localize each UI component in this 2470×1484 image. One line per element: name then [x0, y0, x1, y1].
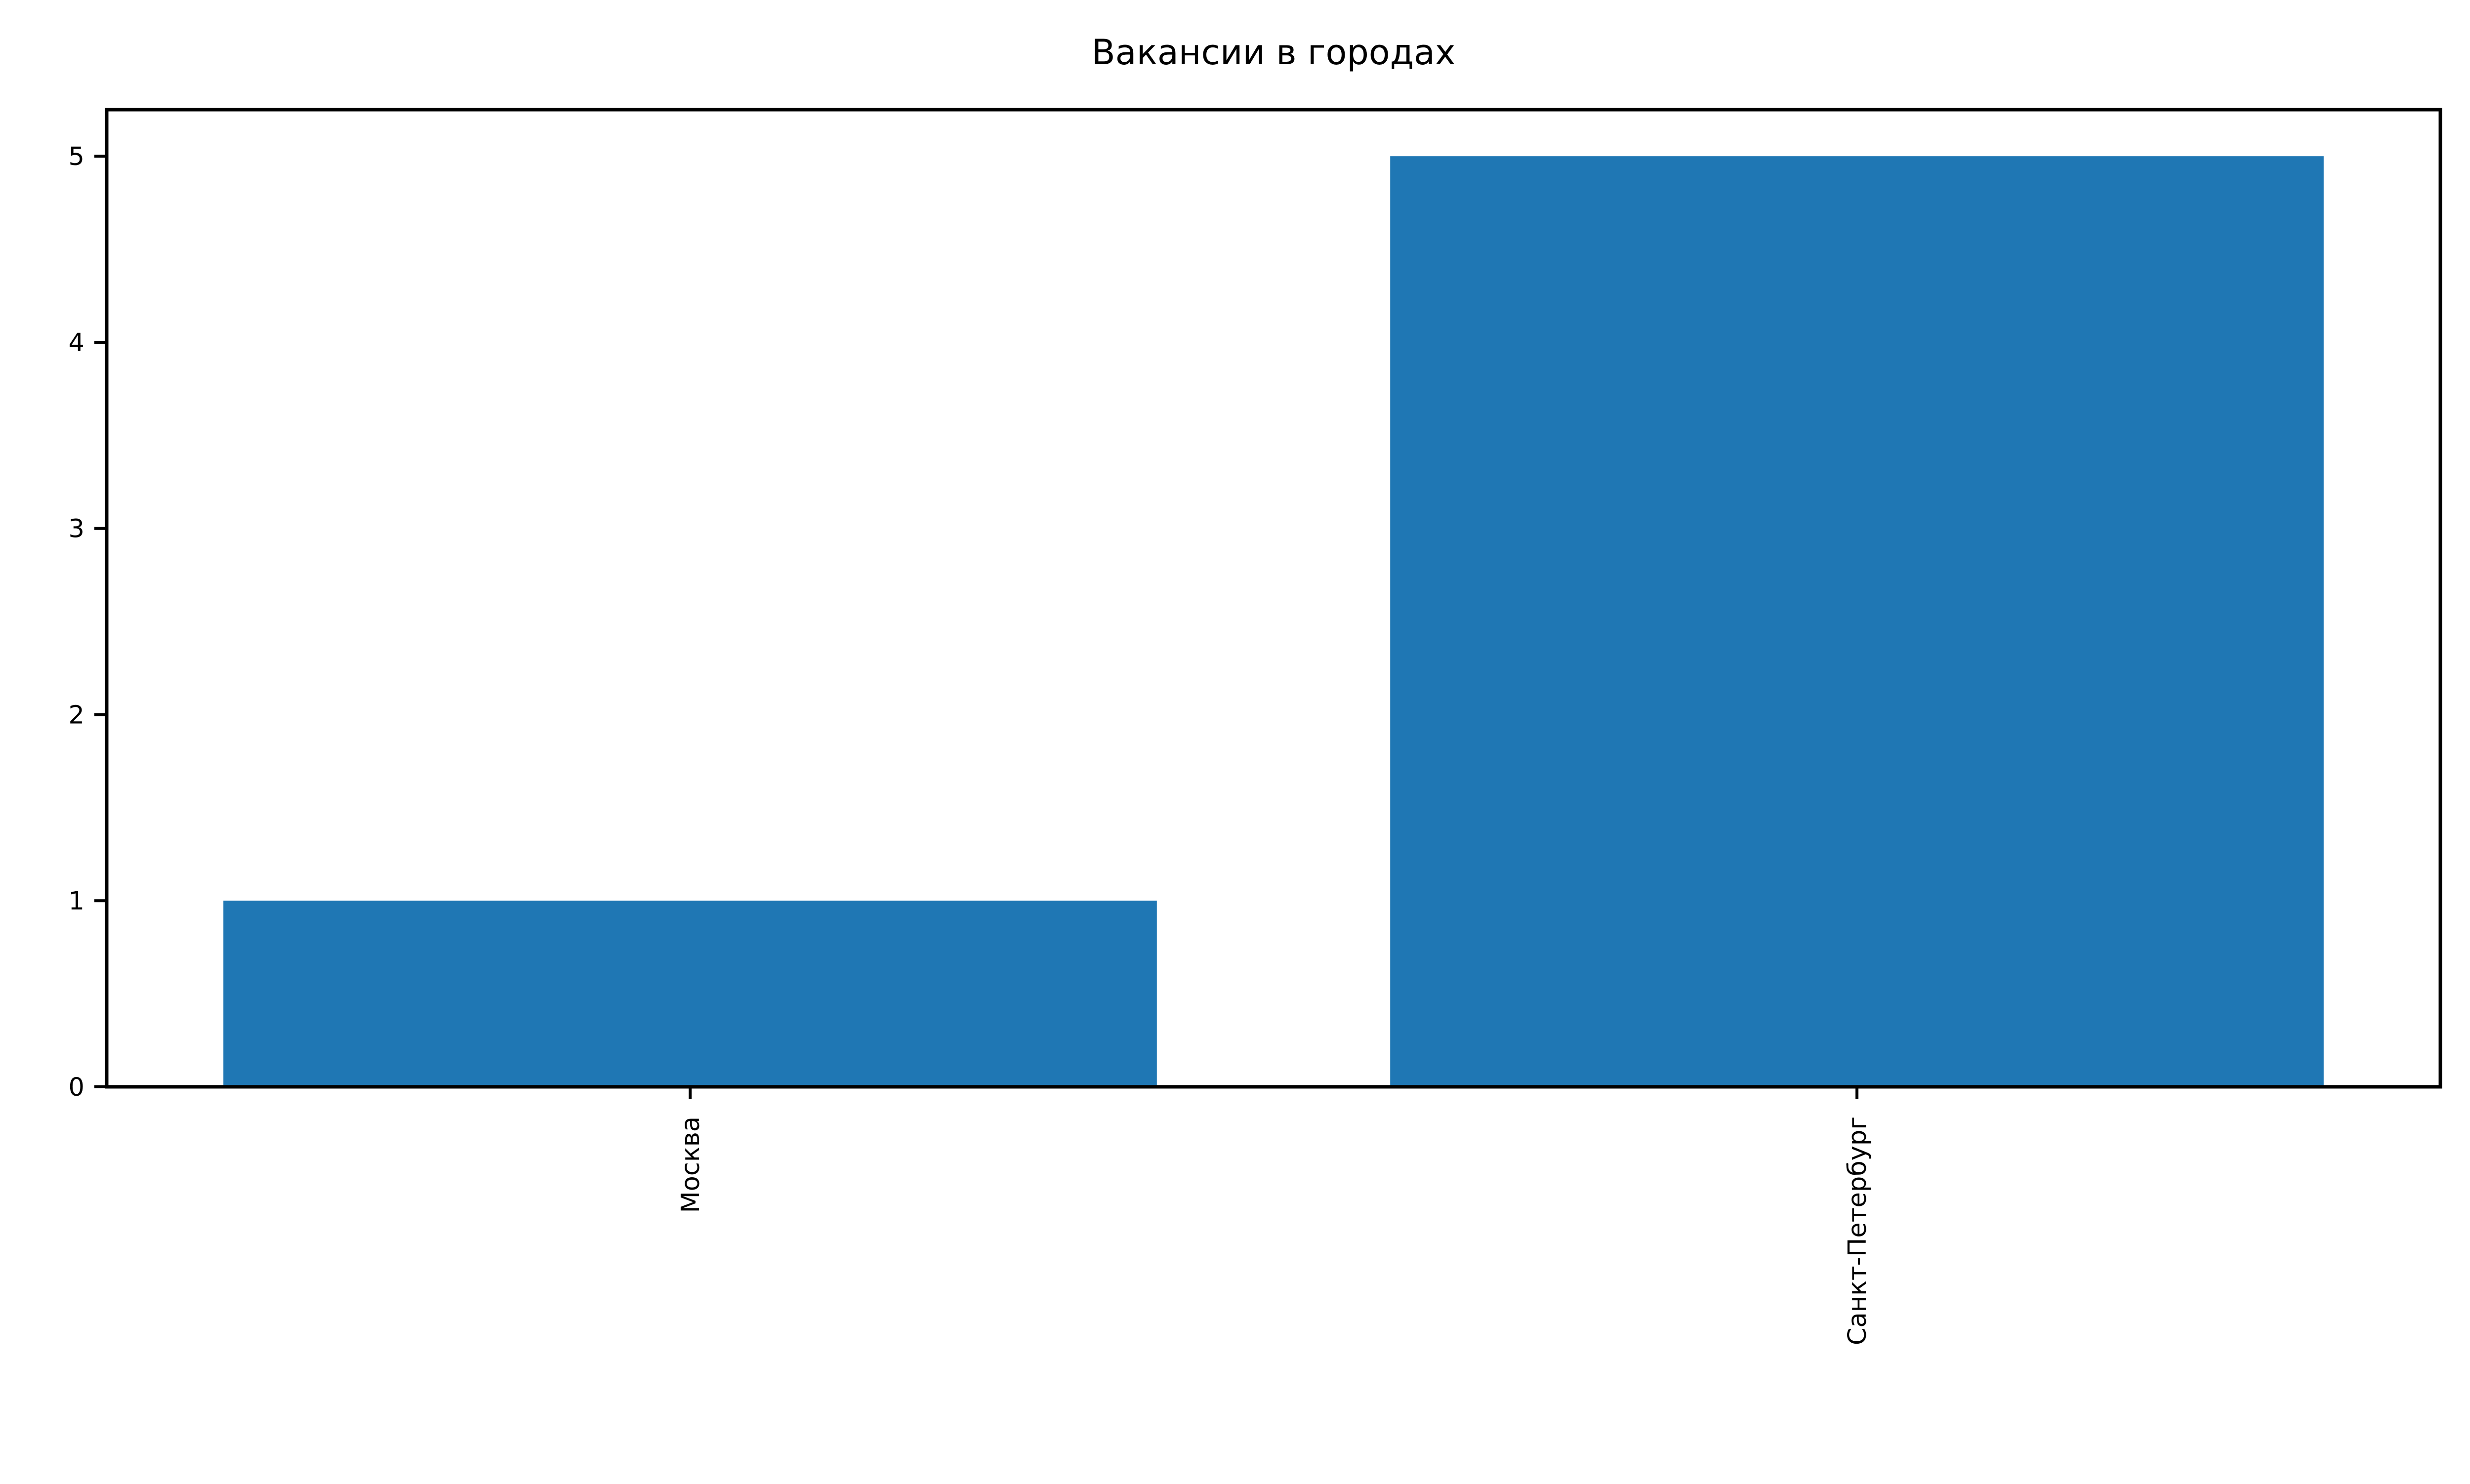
bar-1 — [223, 901, 1157, 1087]
axes-layer — [105, 108, 2442, 1089]
y-tick-label-3: 3 — [69, 515, 84, 544]
y-tick-label-0: 0 — [69, 1073, 84, 1102]
ticks-layer: 0 1 2 3 4 5 Москва Санкт-Петербург — [69, 142, 1872, 1345]
y-tick-label-1: 1 — [69, 887, 84, 916]
y-tick-label-2: 2 — [69, 701, 84, 730]
bar-2 — [1390, 156, 2324, 1087]
bars-layer — [223, 156, 2324, 1087]
x-tick-label-1: Москва — [676, 1116, 705, 1213]
chart-title: Вакансии в городах — [1092, 32, 1456, 73]
y-tick-label-4: 4 — [69, 329, 84, 358]
axes-frame — [105, 108, 2442, 1089]
y-tick-label-5: 5 — [69, 142, 84, 171]
x-tick-label-2: Санкт-Петербург — [1843, 1116, 1872, 1345]
